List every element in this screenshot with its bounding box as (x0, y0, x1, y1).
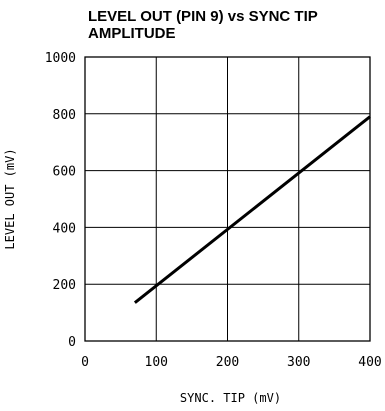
y-tick-labels: 0 200 400 600 800 1000 (45, 51, 76, 350)
chart-title: LEVEL OUT (PIN 9) vs SYNC TIP AMPLITUDE (88, 8, 383, 42)
x-tick-label: 0 (81, 355, 89, 370)
plot-frame (84, 56, 371, 342)
y-tick-label: 1000 (45, 51, 76, 66)
x-tick-label: 300 (287, 355, 310, 370)
y-tick-label: 0 (68, 335, 76, 350)
x-tick-label: 100 (145, 355, 168, 370)
y-axis-label: LEVEL OUT (mV) (3, 148, 17, 249)
series-line (133, 115, 371, 304)
x-tick-label: 400 (358, 355, 381, 370)
y-tick-label: 600 (53, 165, 76, 180)
x-tick-label: 200 (216, 355, 239, 370)
series-group (133, 115, 371, 304)
y-tick-label: 800 (53, 108, 76, 123)
y-tick-label: 200 (53, 278, 76, 293)
y-tick-label: 400 (53, 221, 76, 236)
chart-title-line-2: AMPLITUDE (88, 25, 176, 42)
x-axis-label: SYNC. TIP (mV) (180, 391, 281, 405)
x-tick-labels: 0 100 200 300 400 (81, 355, 382, 370)
grid-lines (85, 57, 370, 341)
chart-title-line-1: LEVEL OUT (PIN 9) vs SYNC TIP (88, 8, 318, 25)
